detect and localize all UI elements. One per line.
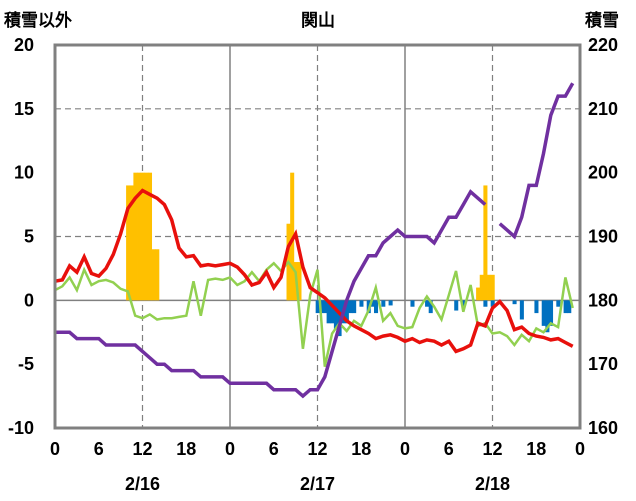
negative-bar <box>348 300 353 314</box>
date-labels: 2/16 2/17 2/18 <box>125 474 510 494</box>
negative-bar <box>428 300 433 314</box>
negative-bar <box>454 300 459 311</box>
left-tick-label: -5 <box>18 354 34 374</box>
x-tick-label: 0 <box>225 439 235 459</box>
x-tick-label: 12 <box>482 439 502 459</box>
plot-frame <box>53 43 582 430</box>
x-tick-label: 18 <box>526 439 546 459</box>
snowfall-bar <box>487 274 492 301</box>
right-tick-label: 160 <box>588 418 618 438</box>
left-tick-label: 10 <box>14 163 34 183</box>
temperature-line <box>54 188 574 354</box>
snowfall-bar <box>147 172 153 301</box>
negative-bar <box>333 300 338 330</box>
right-axis-label: 積雪 <box>585 10 619 30</box>
snow-depth-segment <box>55 189 487 399</box>
snowfall-bar <box>476 287 481 301</box>
snowfall-bar <box>140 172 145 301</box>
negative-bar <box>534 300 539 314</box>
snowfall-bar <box>483 185 488 301</box>
snowfall-bar <box>155 249 160 301</box>
negative-bar <box>388 300 393 306</box>
x-tick-label: 12 <box>132 439 152 459</box>
x-tick-label: 6 <box>269 439 279 459</box>
left-tick-label: 20 <box>14 35 34 55</box>
snowfall-bar <box>151 249 156 301</box>
negative-bar <box>461 300 466 307</box>
right-axis-ticks: 160 170 180 190 200 210 220 <box>588 35 618 438</box>
right-tick-label: 190 <box>588 227 618 247</box>
negative-bar <box>410 300 415 307</box>
date-label: 2/16 <box>125 474 160 494</box>
right-tick-label: 180 <box>588 290 618 310</box>
negative-bar <box>344 300 349 324</box>
left-tick-label: 15 <box>14 99 34 119</box>
negative-bar <box>381 300 386 307</box>
negative-bar <box>337 300 342 337</box>
x-tick-label: 18 <box>176 439 196 459</box>
snowfall-bar <box>144 172 149 301</box>
left-tick-label: 0 <box>24 290 34 310</box>
negative-bar <box>322 300 328 314</box>
negative-bar <box>556 300 561 307</box>
negative-bar <box>330 300 335 324</box>
negative-bar <box>549 300 554 326</box>
date-label: 2/17 <box>300 474 335 494</box>
snow-depth-segment <box>498 82 575 240</box>
x-tick-label: 0 <box>575 439 585 459</box>
left-tick-label: 5 <box>24 227 34 247</box>
left-axis-label: 積雪以外 <box>4 10 72 30</box>
snowfall-bar <box>490 274 495 301</box>
x-tick-label: 18 <box>351 439 371 459</box>
snowfall-bar <box>129 185 134 301</box>
chart-title: 関山 <box>301 11 335 30</box>
negative-bar <box>370 300 375 307</box>
negative-bar <box>359 300 364 307</box>
negative-bar <box>374 300 379 314</box>
left-axis-ticks: -10 -5 0 5 10 15 20 <box>8 35 34 438</box>
right-tick-label: 200 <box>588 163 618 183</box>
right-tick-label: 170 <box>588 354 618 374</box>
negative-bar <box>352 300 357 314</box>
x-tick-label: 12 <box>307 439 327 459</box>
negative-bar <box>425 300 430 307</box>
snowfall-bar <box>479 274 484 301</box>
date-label: 2/18 <box>475 474 510 494</box>
negative-bar <box>567 300 572 314</box>
negative-bars <box>315 300 572 337</box>
negative-bar <box>512 300 517 305</box>
snow-depth-line <box>55 82 575 399</box>
right-tick-label: 210 <box>588 99 618 119</box>
negative-bar <box>483 300 488 307</box>
snowfall-bar <box>133 172 138 301</box>
negative-bar <box>541 300 546 326</box>
x-tick-label: 0 <box>50 439 60 459</box>
negative-bar <box>563 300 568 314</box>
snowfall-bar <box>297 262 302 301</box>
negative-bar <box>326 300 331 324</box>
negative-bar <box>315 300 320 314</box>
x-axis-ticks: 0 6 12 18 0 6 12 18 0 6 12 18 0 <box>50 439 585 459</box>
left-tick-label: -10 <box>8 418 34 438</box>
x-tick-label: 6 <box>94 439 104 459</box>
x-tick-label: 0 <box>400 439 410 459</box>
snowfall-bar <box>137 172 142 301</box>
negative-bar <box>519 300 524 320</box>
negative-bar <box>545 300 550 333</box>
snowfall-bar <box>126 185 131 301</box>
negative-bar <box>490 300 495 307</box>
right-tick-label: 220 <box>588 35 618 55</box>
x-tick-label: 6 <box>444 439 454 459</box>
